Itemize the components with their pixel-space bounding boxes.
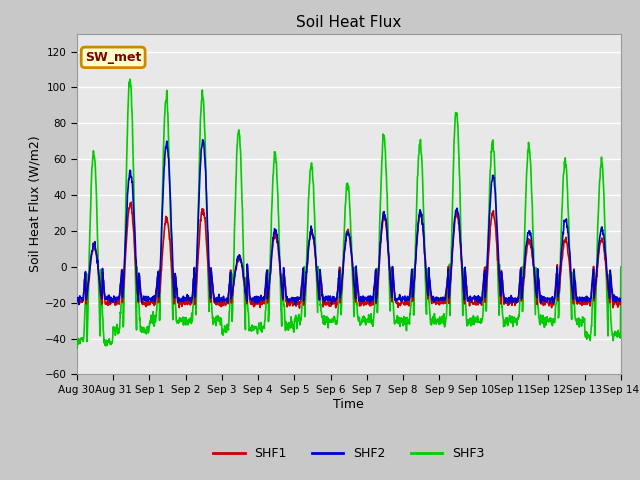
X-axis label: Time: Time: [333, 397, 364, 410]
Text: SW_met: SW_met: [85, 51, 141, 64]
Legend: SHF1, SHF2, SHF3: SHF1, SHF2, SHF3: [209, 442, 489, 465]
Title: Soil Heat Flux: Soil Heat Flux: [296, 15, 401, 30]
Y-axis label: Soil Heat Flux (W/m2): Soil Heat Flux (W/m2): [29, 136, 42, 272]
